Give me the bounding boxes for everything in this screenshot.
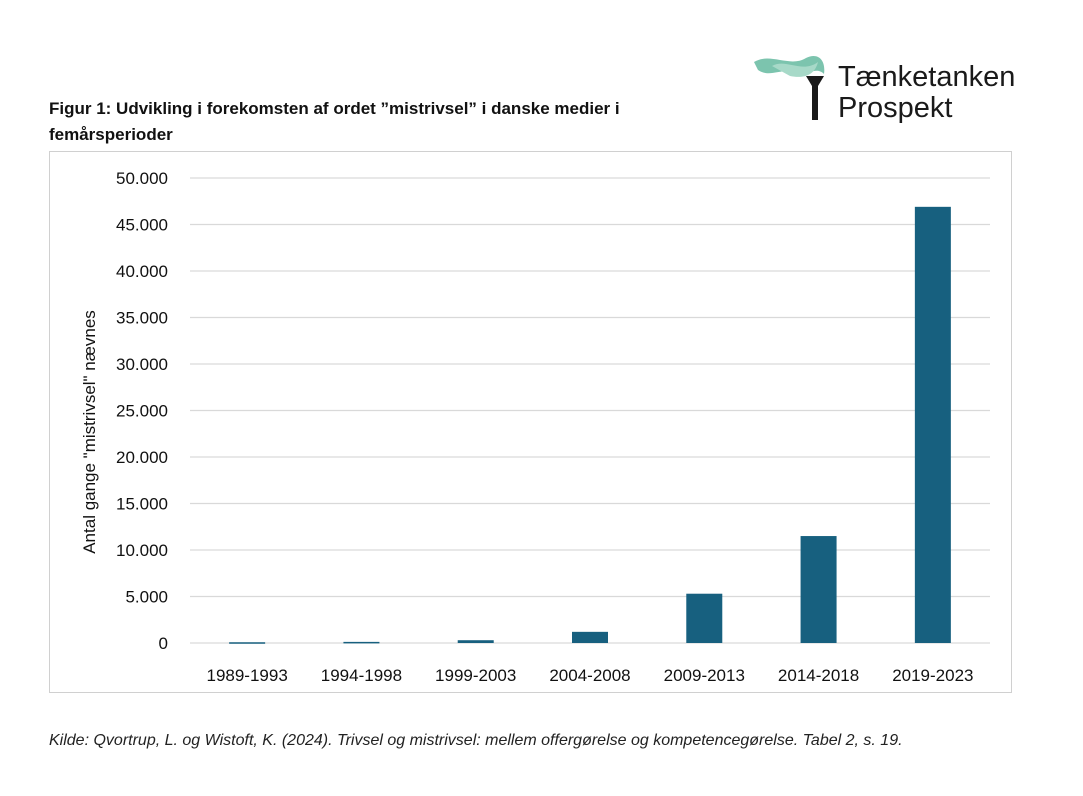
bar-2009-2013 <box>686 593 723 643</box>
y-axis-label: Antal gange "mistrivsel" nævnes <box>80 310 99 554</box>
prospekt-logo: Tænketanken Prospekt <box>750 48 1040 138</box>
x-tick-label: 2004-2008 <box>549 666 630 685</box>
y-tick-label: 20.000 <box>116 448 168 467</box>
y-tick-label: 0 <box>159 634 168 653</box>
y-tick-label: 30.000 <box>116 355 168 374</box>
x-tick-label: 1994-1998 <box>321 666 402 685</box>
bar-1994-1998 <box>343 641 380 644</box>
y-tick-label: 25.000 <box>116 402 168 421</box>
logo-line2: Prospekt <box>838 92 953 124</box>
bar-1989-1993 <box>229 642 266 644</box>
y-tick-label: 35.000 <box>116 309 168 328</box>
bar-2004-2008 <box>572 631 608 643</box>
y-tick-label: 15.000 <box>116 495 168 514</box>
bar-2019-2023 <box>914 206 951 643</box>
bar-2014-2018 <box>800 536 837 643</box>
y-tick-label: 50.000 <box>116 169 168 188</box>
x-tick-label: 2014-2018 <box>778 666 859 685</box>
chart-frame <box>49 151 1012 693</box>
y-tick-label: 40.000 <box>116 262 168 281</box>
x-tick-label: 1999-2003 <box>435 666 516 685</box>
x-tick-label: 2019-2023 <box>892 666 973 685</box>
figure-title: Figur 1: Udvikling i forekomsten af orde… <box>49 99 620 144</box>
y-tick-label: 5.000 <box>125 588 168 607</box>
torch-icon <box>754 55 825 120</box>
y-tick-label: 10.000 <box>116 541 168 560</box>
x-tick-label: 1989-1993 <box>206 666 287 685</box>
logo-line1: Tænketanken <box>838 61 1016 93</box>
x-tick-label: 2009-2013 <box>664 666 745 685</box>
source-note: Kilde: Qvortrup, L. og Wistoft, K. (2024… <box>49 732 903 749</box>
y-tick-label: 45.000 <box>116 216 168 235</box>
bar-1999-2003 <box>457 640 494 643</box>
